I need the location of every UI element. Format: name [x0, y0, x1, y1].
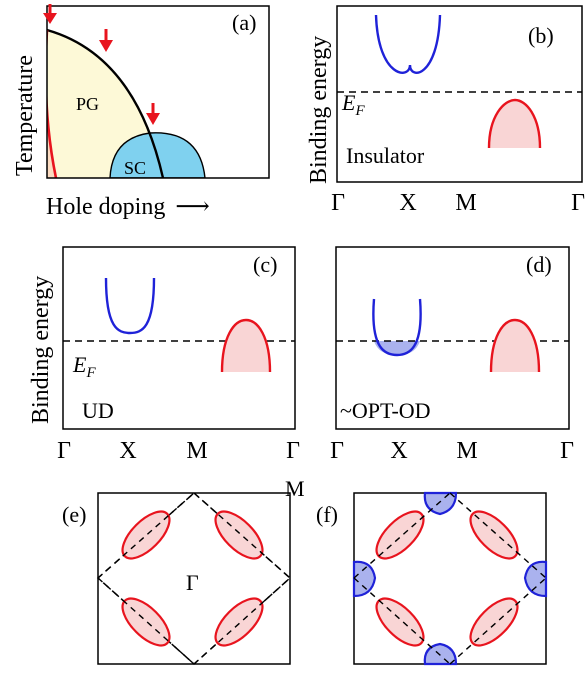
arrow-right-icon: ⟶ [175, 194, 209, 220]
tick-label: Γ [560, 438, 574, 464]
panel-f-frame [353, 492, 547, 665]
electron-pocket [352, 560, 377, 598]
hole-pocket [214, 597, 264, 647]
valence-band [491, 320, 539, 372]
conduction-band [372, 298, 422, 357]
panel-label: (a) [232, 10, 256, 35]
red-arrow [43, 4, 57, 24]
pg-label: PG [76, 94, 99, 114]
hole-pocket [214, 510, 264, 560]
hole-pocket [375, 597, 425, 647]
panel-c-frame [62, 246, 296, 430]
fermi-label: EF [341, 90, 365, 119]
electron-pocket [523, 560, 548, 598]
y-axis-label: Temperature [12, 55, 38, 176]
red-arrow [146, 103, 160, 125]
y-axis-label: Binding energy [28, 276, 54, 424]
red-arrow [99, 29, 113, 52]
x-axis-label: Hole doping ⟶ [46, 194, 210, 220]
hole-pocket [469, 597, 519, 647]
panel-label: (f) [316, 502, 338, 527]
tick-label: Γ [286, 438, 300, 464]
tick-label: Γ [331, 190, 345, 216]
tick-label: M [455, 190, 476, 216]
tick-label: Γ [571, 190, 585, 216]
m-point-label: M [285, 476, 305, 501]
panel-b-frame [336, 5, 583, 183]
panel-label: (e) [62, 502, 86, 527]
conduction-band [374, 14, 442, 74]
valence-band-line [220, 318, 272, 373]
gamma-label: Γ [186, 570, 199, 595]
panel-f: (f) [316, 491, 548, 666]
panel-e: (e) Γ M [62, 476, 305, 666]
pseudogap-line [47, 28, 165, 178]
valence-band-line [489, 318, 541, 373]
fermi-label: EF [72, 352, 96, 381]
panel-a: (a) PG SC Temperature Hole doping ⟶ [12, 4, 270, 220]
electron-pocket [423, 642, 458, 666]
phase-caption: UD [82, 398, 114, 423]
hole-pocket [469, 510, 519, 560]
panel-label: (d) [526, 252, 552, 277]
panel-b: (b) EF Insulator Binding energy Γ X M Γ [306, 5, 585, 216]
hole-pocket [121, 510, 171, 560]
tick-label: X [399, 190, 416, 216]
panel-c: (c) EF UD Binding energy Γ X M Γ [28, 246, 300, 464]
phase-caption: Insulator [346, 143, 425, 168]
valence-band [489, 100, 540, 148]
panel-label: (c) [253, 252, 277, 277]
panel-a-frame [46, 5, 270, 179]
tick-label: X [119, 438, 136, 464]
antiferromagnet-boundary [47, 30, 58, 178]
conduction-band [104, 277, 156, 335]
panel-d-frame [335, 246, 570, 430]
valence-band-line [487, 98, 542, 149]
tick-label: X [390, 438, 407, 464]
hole-pocket [121, 597, 171, 647]
tick-label: M [456, 438, 477, 464]
tick-label: Γ [330, 438, 344, 464]
y-axis-label: Binding energy [306, 36, 332, 184]
sc-label: SC [124, 158, 146, 178]
tick-label: Γ [57, 438, 71, 464]
panel-d: (d) ~OPT-OD Γ X M Γ [330, 246, 574, 464]
panel-label: (b) [528, 23, 554, 48]
valence-band [222, 320, 270, 372]
phase-caption: ~OPT-OD [340, 398, 431, 423]
hole-pocket [375, 510, 425, 560]
tick-label: M [186, 438, 207, 464]
